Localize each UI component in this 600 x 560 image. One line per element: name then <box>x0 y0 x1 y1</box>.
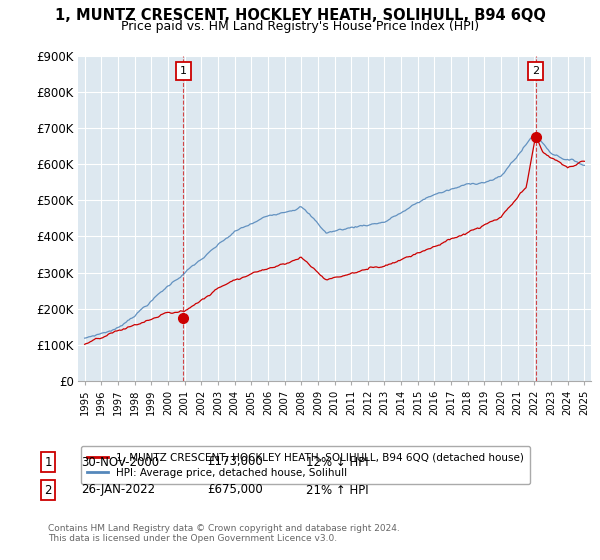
Text: 1, MUNTZ CRESCENT, HOCKLEY HEATH, SOLIHULL, B94 6QQ: 1, MUNTZ CRESCENT, HOCKLEY HEATH, SOLIHU… <box>55 8 545 24</box>
Text: £173,000: £173,000 <box>207 455 263 469</box>
Text: 21% ↑ HPI: 21% ↑ HPI <box>306 483 368 497</box>
Text: £675,000: £675,000 <box>207 483 263 497</box>
Text: 2: 2 <box>532 66 539 76</box>
Text: 2: 2 <box>44 483 52 497</box>
Text: Price paid vs. HM Land Registry's House Price Index (HPI): Price paid vs. HM Land Registry's House … <box>121 20 479 32</box>
Text: Contains HM Land Registry data © Crown copyright and database right 2024.
This d: Contains HM Land Registry data © Crown c… <box>48 524 400 543</box>
Text: 1: 1 <box>180 66 187 76</box>
Legend: 1, MUNTZ CRESCENT, HOCKLEY HEATH, SOLIHULL, B94 6QQ (detached house), HPI: Avera: 1, MUNTZ CRESCENT, HOCKLEY HEATH, SOLIHU… <box>80 446 530 484</box>
Text: 26-JAN-2022: 26-JAN-2022 <box>81 483 155 497</box>
Text: 1: 1 <box>44 455 52 469</box>
Text: 12% ↓ HPI: 12% ↓ HPI <box>306 455 368 469</box>
Text: 30-NOV-2000: 30-NOV-2000 <box>81 455 159 469</box>
